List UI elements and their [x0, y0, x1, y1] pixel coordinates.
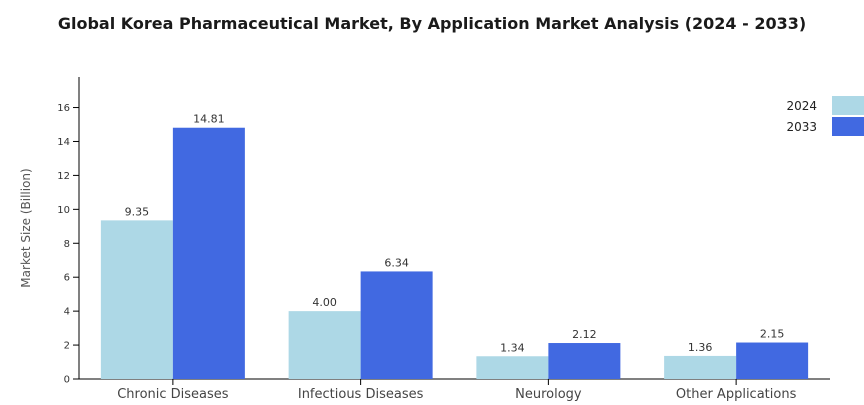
- legend-swatch: [832, 117, 864, 136]
- x-axis: Chronic Diseases Infectious Diseases Neuro…: [79, 378, 830, 402]
- y-tick-label: 10: [57, 205, 70, 216]
- y-tick-label: 2: [64, 341, 70, 352]
- data-label: 1.34: [500, 341, 525, 354]
- data-label: 2.12: [572, 328, 597, 341]
- bars: [100, 127, 809, 379]
- data-label: 1.36: [688, 341, 713, 354]
- x-tick-label: Infectious Diseases: [298, 387, 424, 402]
- bar: [172, 127, 245, 379]
- bar: [476, 356, 549, 379]
- data-label: 2.15: [760, 328, 785, 341]
- y-tick-label: 14: [57, 137, 70, 148]
- y-tick-label: 0: [64, 375, 70, 386]
- y-axis-title: Market Size (Billion): [19, 168, 33, 287]
- bar: [736, 342, 809, 379]
- legend-label: 2024: [786, 99, 817, 113]
- data-label: 14.81: [193, 113, 225, 126]
- y-axis: 0 2 4 6 8 10 12 14 16: [57, 77, 80, 386]
- y-tick-label: 16: [57, 103, 70, 114]
- x-tick-label: Other Applications: [676, 387, 797, 402]
- bar: [548, 343, 621, 379]
- x-tick-label: Chronic Diseases: [117, 387, 229, 402]
- y-tick-label: 8: [64, 239, 70, 250]
- bar: [664, 355, 737, 379]
- legend-label: 2033: [786, 120, 817, 134]
- bar: [360, 271, 433, 379]
- bar: [288, 311, 361, 379]
- data-label: 9.35: [125, 205, 150, 218]
- y-tick-label: 12: [57, 171, 70, 182]
- legend-swatch: [832, 96, 864, 115]
- data-labels: 9.35 14.81 4.00 6.34 1.34 2.12 1.36 2.15: [125, 113, 785, 355]
- bar: [100, 220, 173, 379]
- data-label: 4.00: [312, 296, 337, 309]
- data-label: 6.34: [384, 256, 409, 269]
- legend: 2024 2033: [786, 96, 864, 136]
- y-tick-label: 6: [64, 273, 70, 284]
- x-tick-label: Neurology: [515, 387, 582, 402]
- chart-title: Global Korea Pharmaceutical Market, By A…: [57, 14, 807, 33]
- y-tick-label: 4: [64, 307, 70, 318]
